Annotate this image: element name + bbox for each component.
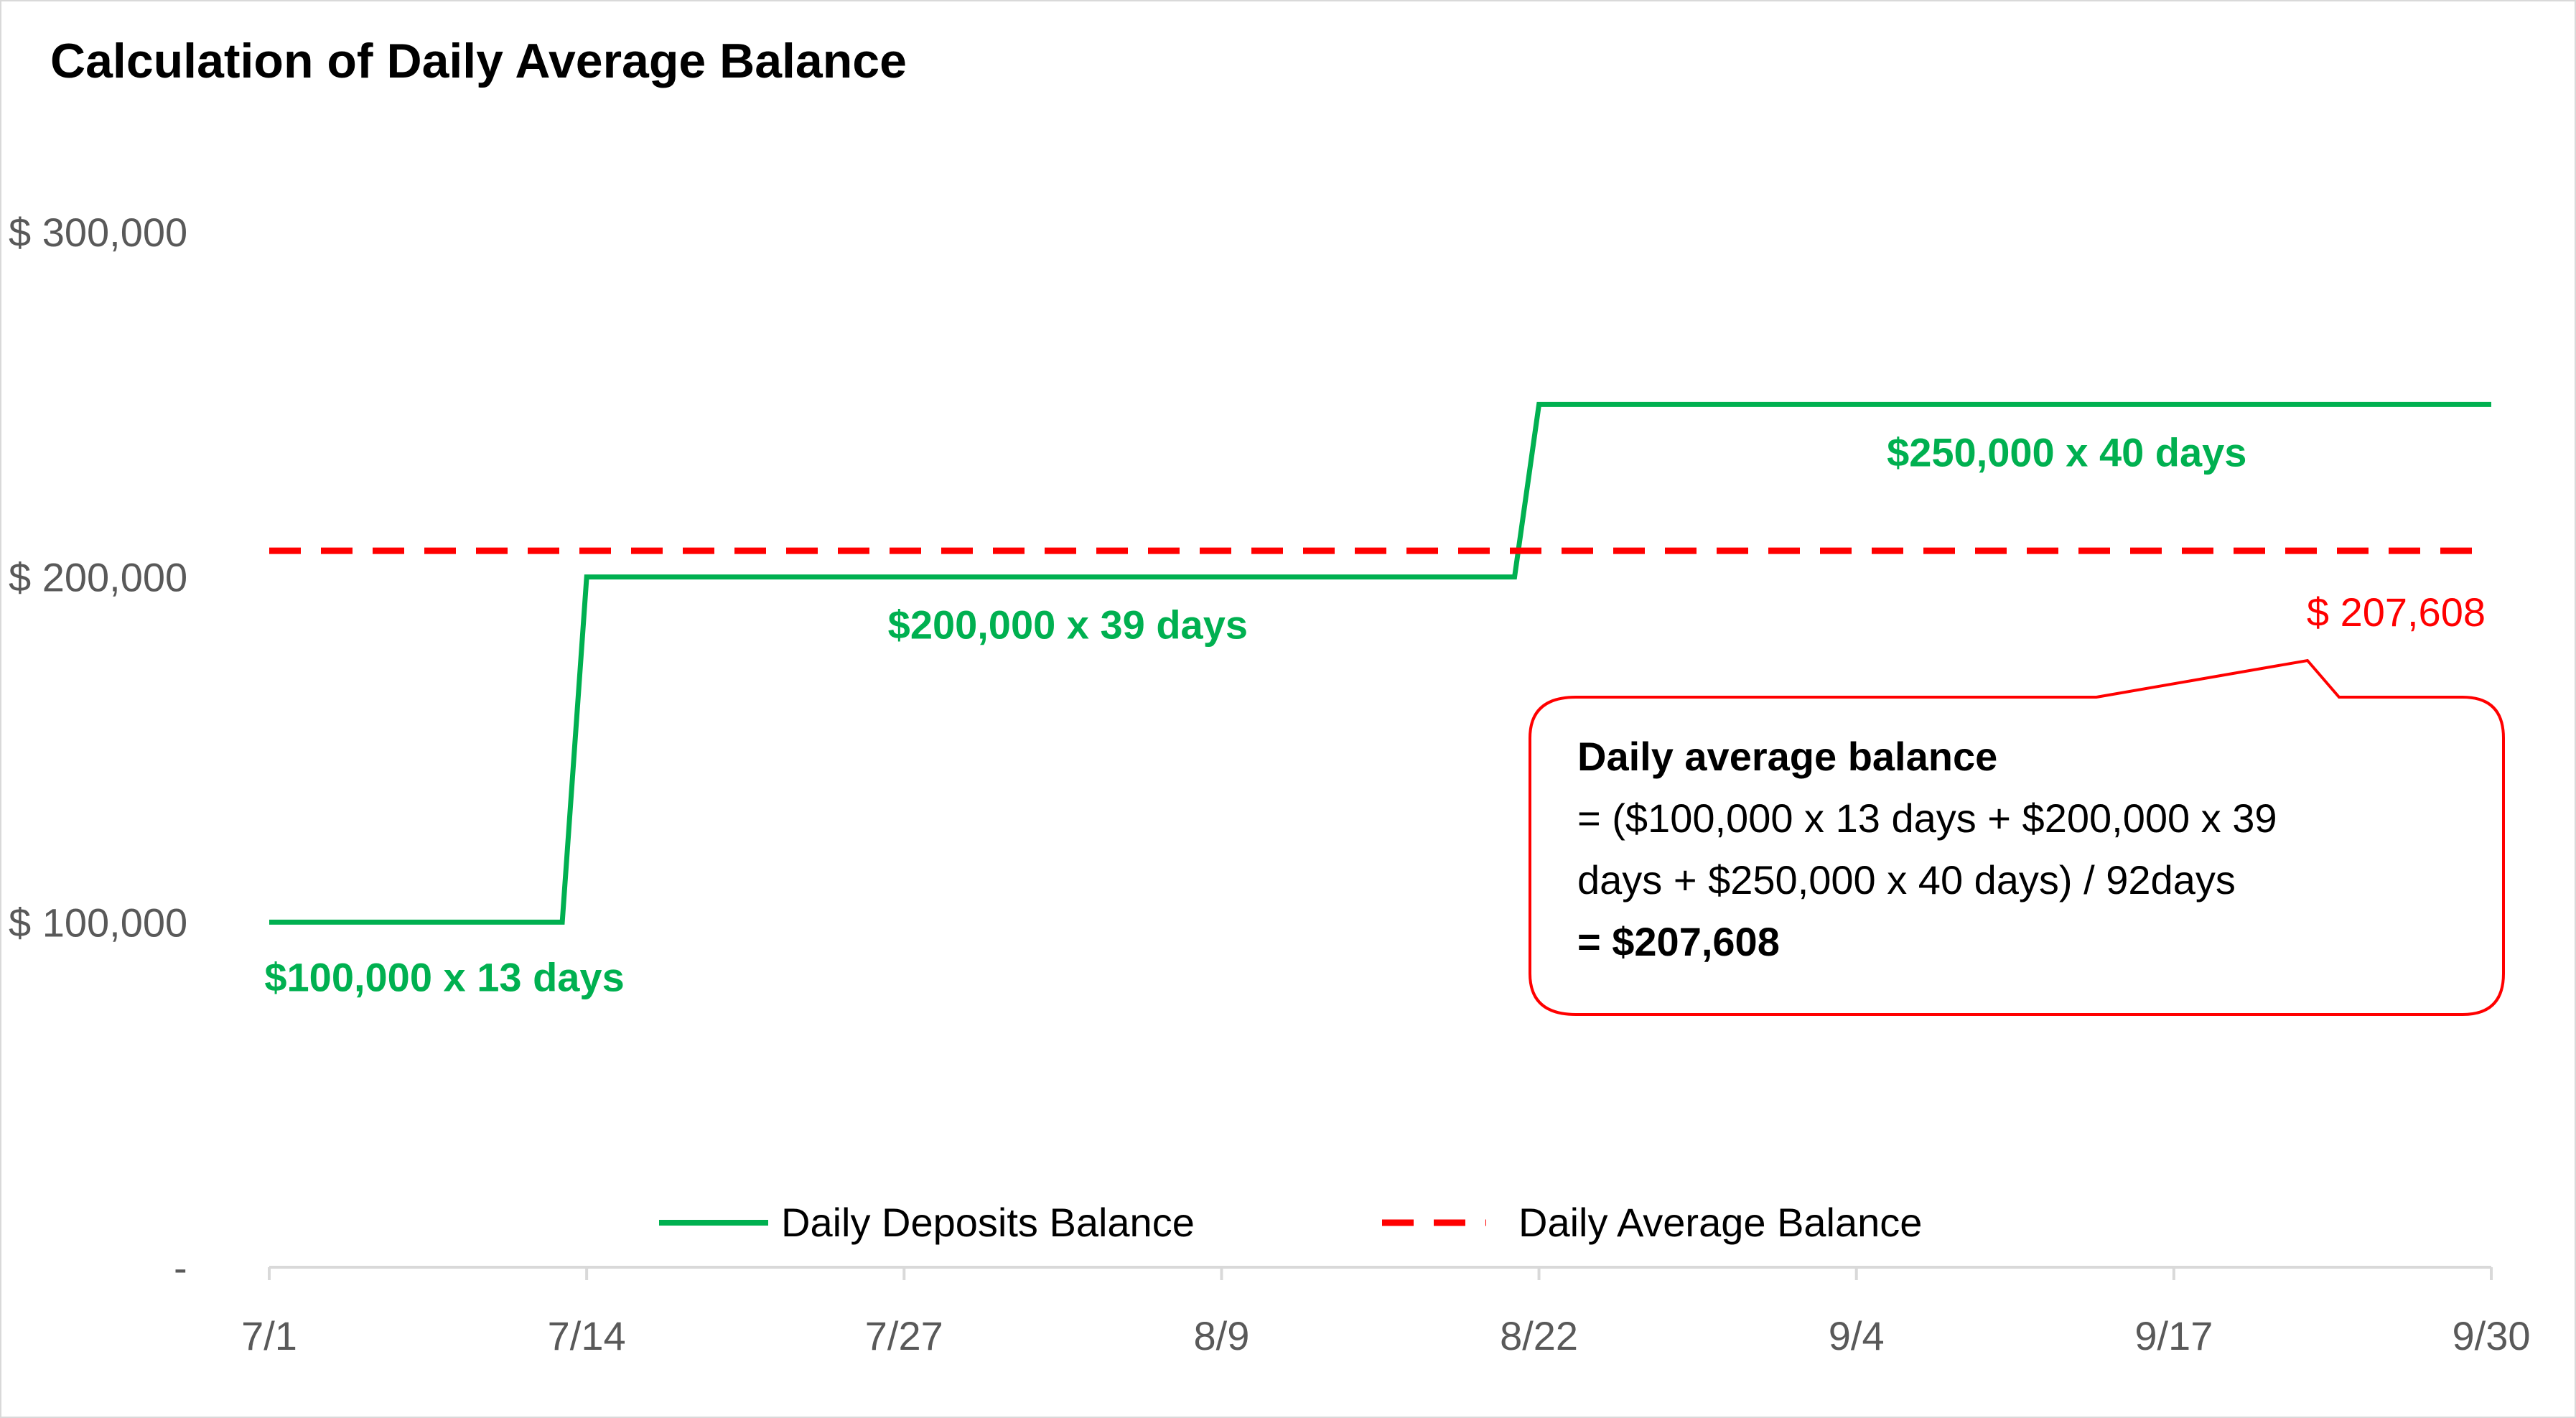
- average-value-label: $ 207,608: [2307, 589, 2486, 635]
- x-tick-label: 9/17: [2134, 1313, 2213, 1358]
- segment-labels: $100,000 x 13 days $200,000 x 39 days $250…: [264, 429, 2486, 999]
- callout: Daily average balance = ($100,000 x 13 d…: [1529, 658, 2505, 1016]
- y-axis-ticks: - $ 100,000 $ 200,000 $ 300,000: [9, 210, 187, 1290]
- segment-label: $100,000 x 13 days: [264, 954, 624, 999]
- y-tick-label: $ 300,000: [9, 210, 187, 255]
- x-tick-label: 7/14: [548, 1313, 626, 1358]
- callout-title: Daily average balance: [1577, 734, 1997, 779]
- x-tick-label: 7/1: [241, 1313, 297, 1358]
- y-tick-label: $ 100,000: [9, 900, 187, 945]
- callout-box: [1529, 658, 2505, 1016]
- x-tick-label: 9/4: [1829, 1313, 1885, 1358]
- callout-formula-line-2: days + $250,000 x 40 days) / 92days: [1577, 857, 2236, 902]
- x-axis: 7/1 7/14 7/27 8/9 8/22 9/4 9/17 9/30: [241, 1266, 2531, 1358]
- callout-result: = $207,608: [1577, 919, 1780, 964]
- legend-item-daily-deposits-balance: Daily Deposits Balance: [659, 1200, 1195, 1245]
- legend-label-deposits: Daily Deposits Balance: [781, 1200, 1195, 1245]
- callout-formula-line-1: = ($100,000 x 13 days + $200,000 x 39: [1577, 796, 2277, 841]
- series-group: [269, 401, 2491, 925]
- legend-item-daily-average-balance: Daily Average Balance: [1382, 1200, 1922, 1245]
- y-tick-label: $ 200,000: [9, 555, 187, 600]
- y-tick-label: -: [174, 1245, 187, 1290]
- x-tick-label: 7/27: [865, 1313, 943, 1358]
- legend: Daily Deposits Balance Daily Average Bal…: [659, 1200, 1922, 1245]
- segment-label: $250,000 x 40 days: [1887, 429, 2246, 475]
- series-line-daily-deposits-balance: [269, 401, 2491, 925]
- chart-title: Calculation of Daily Average Balance: [50, 34, 907, 88]
- x-tick-label: 8/9: [1193, 1313, 1249, 1358]
- x-tick-label: 9/30: [2453, 1313, 2531, 1358]
- segment-label: $200,000 x 39 days: [888, 602, 1248, 648]
- legend-label-average: Daily Average Balance: [1518, 1200, 1922, 1245]
- x-tick-label: 8/22: [1500, 1313, 1578, 1358]
